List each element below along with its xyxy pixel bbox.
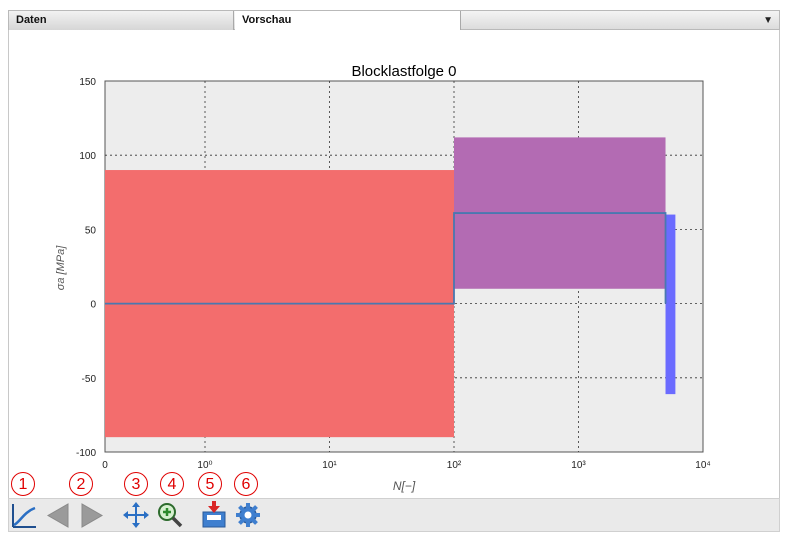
- chart-title: Blocklastfolge 0: [351, 63, 456, 80]
- load-block-3: [665, 214, 676, 395]
- chart: 150 100 50 0 -50 -100 0 10⁰ 10¹ 10² 10³ 10⁴ Blockl…: [55, 63, 711, 493]
- pan-arrows-icon[interactable]: [122, 500, 150, 530]
- x-tick-label: 0: [102, 460, 108, 471]
- forward-arrow-icon[interactable]: [78, 500, 106, 530]
- mean-line: [105, 212, 667, 305]
- settings-gear-icon[interactable]: [234, 500, 262, 530]
- callout-6: 6: [234, 472, 258, 496]
- x-tick-label: 10²: [447, 460, 462, 471]
- y-tick-label: 100: [79, 151, 96, 162]
- x-tick-label: 10⁴: [695, 460, 710, 471]
- zoom-icon[interactable]: [156, 500, 184, 530]
- x-axis-label: N[−]: [393, 479, 416, 493]
- y-axis-label: σa [MPa]: [55, 245, 67, 290]
- y-tick-label: -100: [76, 448, 96, 459]
- y-tick-label: 150: [79, 77, 96, 88]
- tab-bar: Daten Vorschau ▼: [8, 10, 780, 31]
- tab-daten[interactable]: Daten: [9, 11, 234, 30]
- y-tick-labels: 150 100 50 0 -50 -100: [76, 77, 96, 459]
- mean-stress-line: [105, 212, 667, 305]
- back-arrow-icon[interactable]: [44, 500, 72, 530]
- save-icon[interactable]: [200, 500, 228, 530]
- x-tick-labels: 0 10⁰ 10¹ 10² 10³ 10⁴: [102, 460, 710, 471]
- callout-5: 5: [198, 472, 222, 496]
- callout-2: 2: [69, 472, 93, 496]
- x-tick-label: 10¹: [322, 460, 337, 471]
- x-tick-label: 10³: [571, 460, 586, 471]
- dropdown-arrow-icon[interactable]: ▼: [763, 15, 773, 26]
- callout-1: 1: [11, 472, 35, 496]
- tab-vorschau[interactable]: Vorschau: [235, 11, 461, 31]
- callout-4: 4: [160, 472, 184, 496]
- x-tick-label: 10⁰: [197, 460, 212, 471]
- y-tick-label: -50: [82, 374, 97, 385]
- y-tick-label: 0: [90, 300, 96, 311]
- y-tick-label: 50: [85, 225, 97, 236]
- curve-icon[interactable]: [10, 500, 38, 530]
- callout-3: 3: [124, 472, 148, 496]
